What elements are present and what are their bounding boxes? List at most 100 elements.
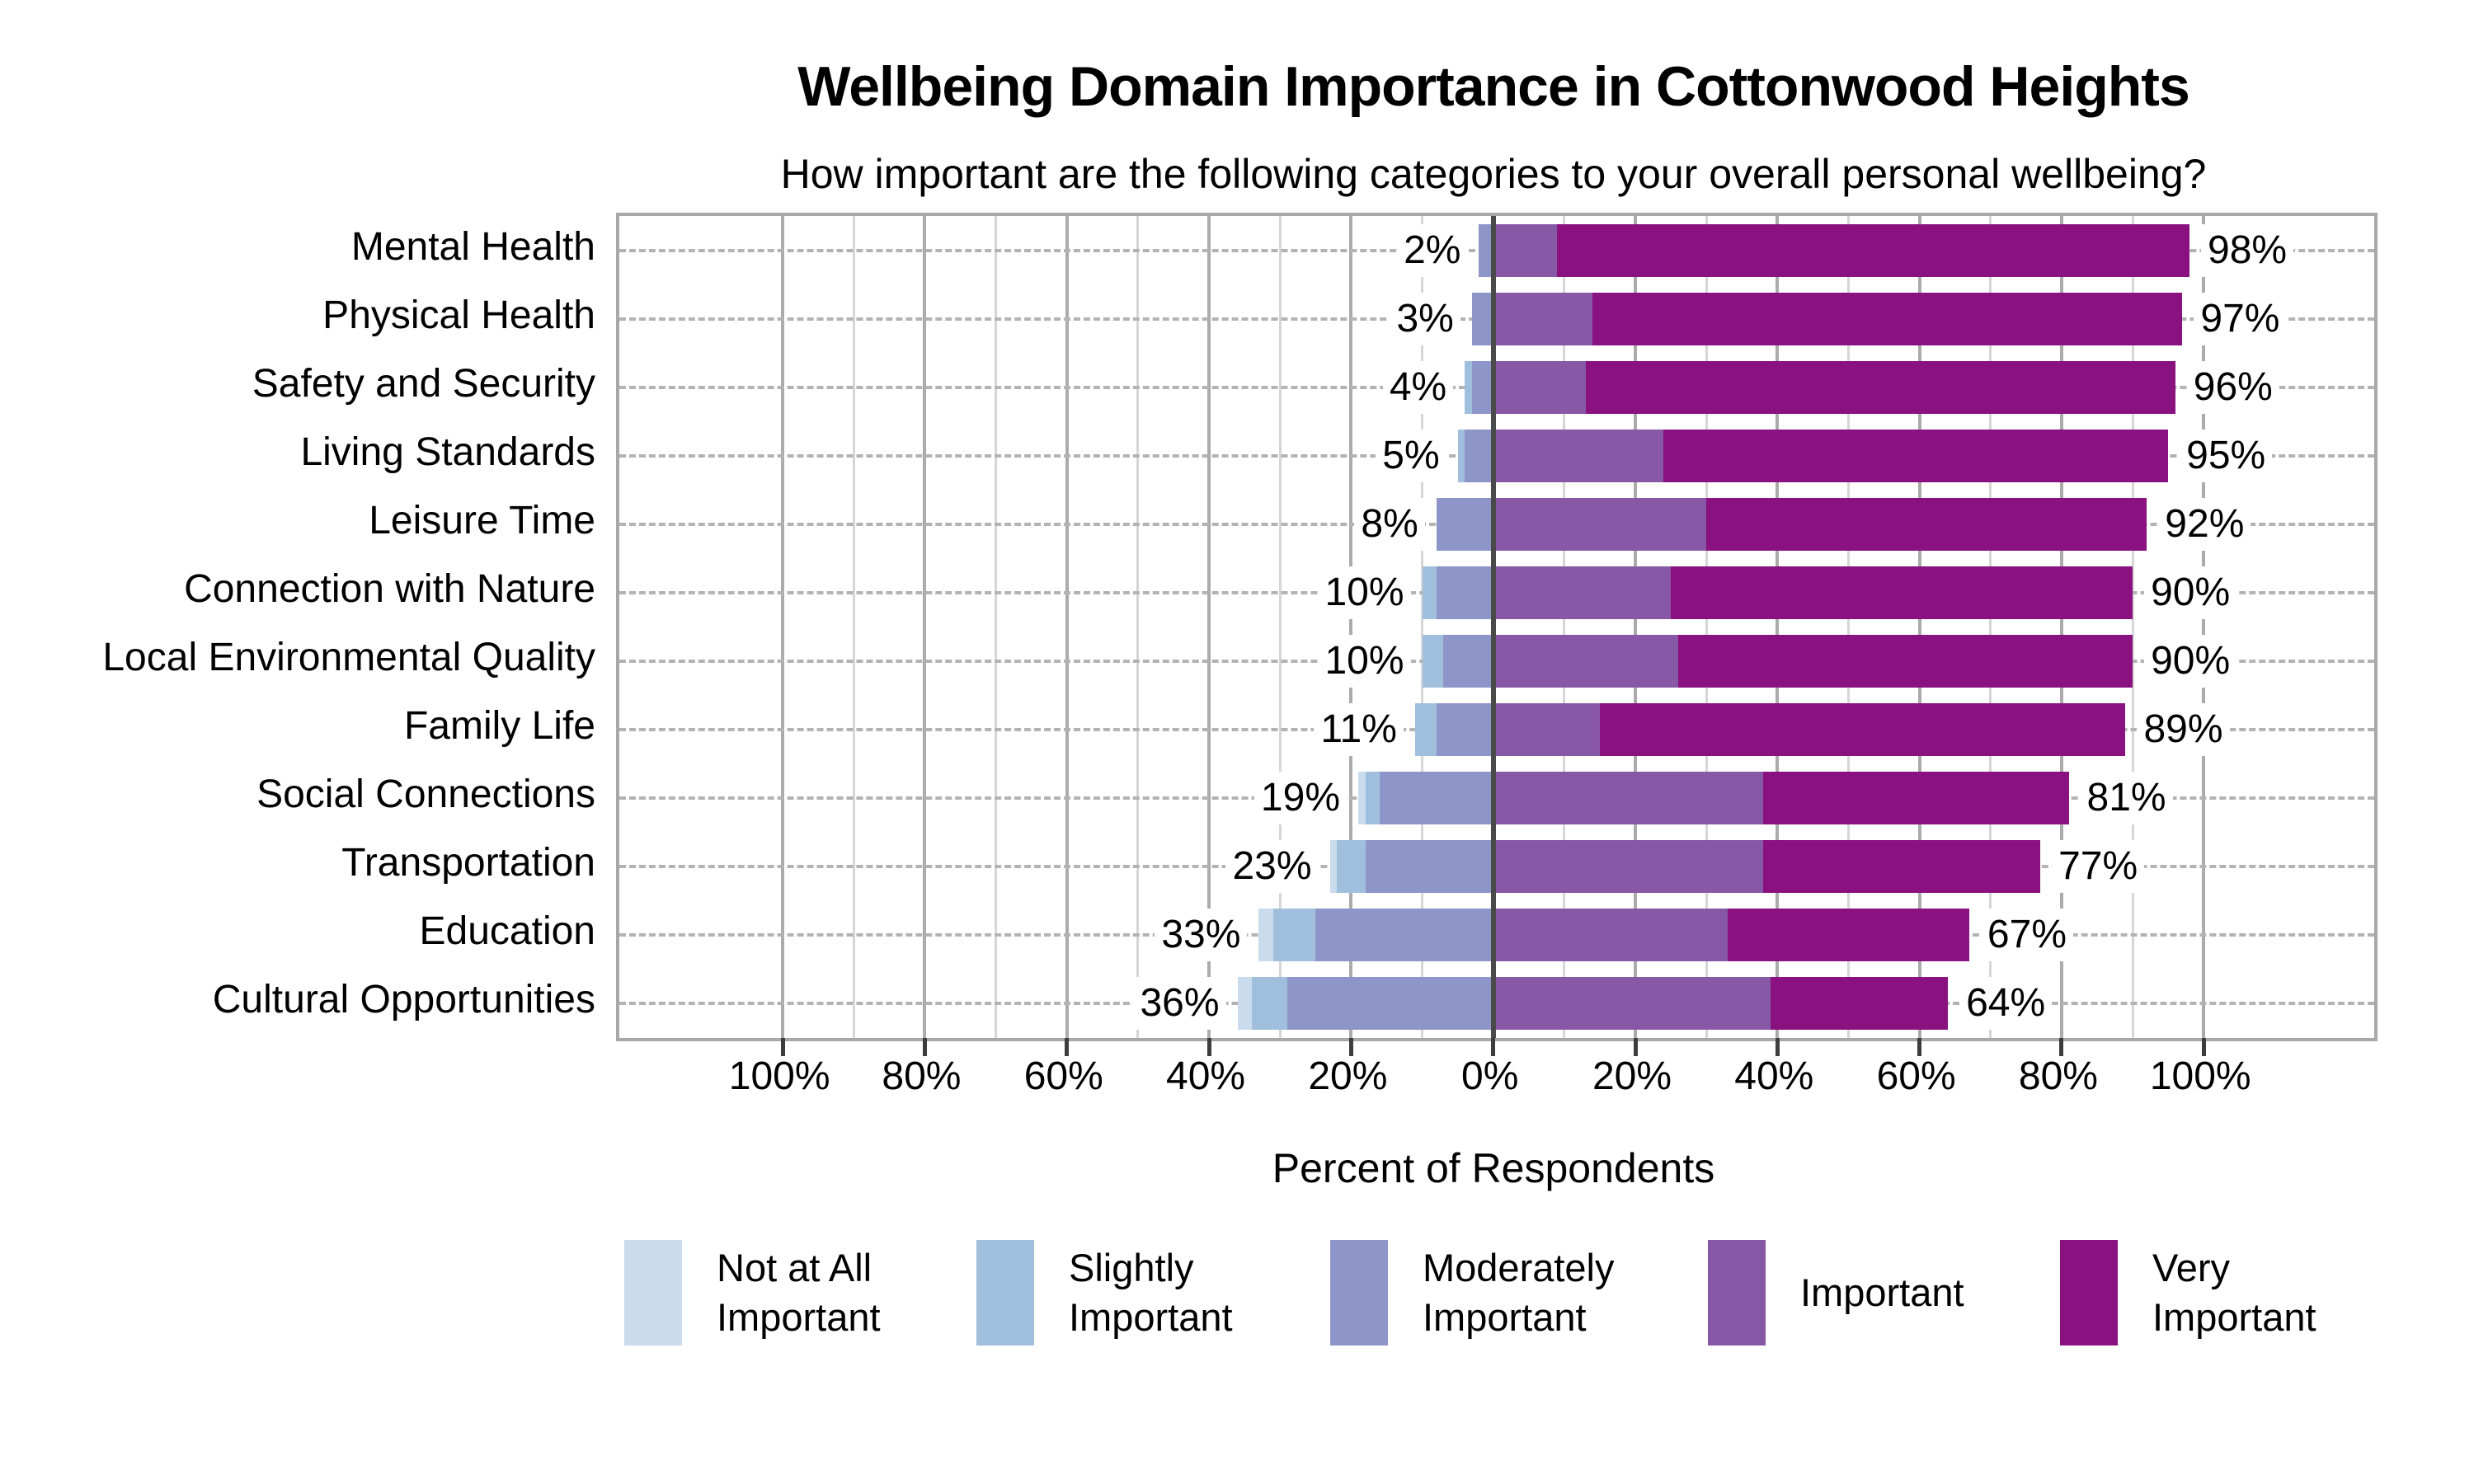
x-tick-mark [1206, 1038, 1211, 1056]
bar-segment-very-important [1671, 566, 2133, 619]
x-tick-label: 20% [1308, 1054, 1388, 1098]
negative-total-label: 8% [1354, 497, 1425, 551]
vertical-gridline [1065, 216, 1069, 1038]
legend-label: Not at All Important [717, 1246, 881, 1339]
bar-segment-slightly-important [1365, 772, 1380, 825]
x-tick-label: 100% [728, 1054, 830, 1098]
bar-segment-very-important [1592, 292, 2183, 345]
positive-total-label: 77% [2052, 840, 2145, 894]
x-tick-label: 60% [1876, 1054, 1956, 1098]
bar-segment-important [1493, 360, 1586, 414]
x-tick-mark [1775, 1038, 1780, 1056]
bar-segment-important [1493, 909, 1728, 962]
bar-segment-slightly-important [1251, 977, 1287, 1031]
legend-item: Important [1708, 1240, 2023, 1345]
vertical-gridline [781, 216, 785, 1038]
bar-segment-moderately-important [1436, 497, 1493, 551]
category-label: Mental Health [350, 224, 595, 269]
legend-swatch [624, 1240, 682, 1345]
bar-segment-slightly-important [1457, 429, 1465, 482]
bar-segment-important [1493, 703, 1600, 757]
vertical-gridline [1846, 216, 1850, 1038]
bar-segment-slightly-important [1414, 703, 1437, 757]
bar-segment-not-at-all-important [1329, 840, 1338, 894]
positive-total-label: 96% [2186, 360, 2279, 414]
legend-item: Moderately Important [1330, 1240, 1645, 1345]
positive-total-label: 97% [2194, 292, 2287, 345]
category-label: Connection with Nature [184, 566, 595, 611]
vertical-gridline [1776, 216, 1780, 1038]
bar-segment-not-at-all-important [1358, 772, 1366, 825]
bar-segment-very-important [1557, 223, 2189, 277]
positive-total-label: 92% [2158, 497, 2251, 551]
category-label: Transportation [341, 841, 595, 885]
negative-total-label: 10% [1318, 566, 1411, 619]
category-label: Physical Health [322, 293, 595, 337]
legend-label: Very Important [2152, 1246, 2316, 1339]
negative-total-label: 11% [1314, 703, 1404, 757]
x-tick-label: 20% [1592, 1054, 1672, 1098]
bar-row [1422, 566, 2133, 619]
bar-segment-very-important [1727, 909, 1969, 962]
bar-segment-slightly-important [1272, 909, 1316, 962]
vertical-gridline [852, 216, 855, 1038]
bar-row [1422, 635, 2133, 688]
category-label: Education [419, 909, 596, 954]
bar-segment-slightly-important [1337, 840, 1366, 894]
bar-segment-important [1493, 429, 1664, 482]
bar-segment-moderately-important [1465, 429, 1493, 482]
negative-total-label: 23% [1225, 840, 1319, 894]
negative-total-label: 3% [1390, 292, 1460, 345]
x-tick-mark [1917, 1038, 1922, 1056]
legend-swatch [2060, 1240, 2118, 1345]
negative-total-label: 33% [1155, 909, 1248, 962]
positive-total-label: 81% [2080, 772, 2173, 825]
category-label: Leisure Time [369, 498, 595, 542]
x-tick-mark [1065, 1038, 1070, 1056]
x-tick-label: 0% [1461, 1054, 1519, 1098]
bar-row [1457, 429, 2169, 482]
bar-segment-very-important [1770, 977, 1949, 1031]
vertical-gridline [923, 216, 927, 1038]
chart-subtitle: How important are the following categori… [780, 151, 2207, 197]
bar-segment-important [1493, 566, 1672, 619]
bar-segment-important [1493, 497, 1707, 551]
vertical-gridline [2059, 216, 2063, 1038]
plot-area: 2% 98% 3% 97% 4% 96% 5% 95% 8% 92% 10% 90% 10% 90% 11%… [616, 213, 2378, 1056]
legend-label: Moderately Important [1423, 1246, 1615, 1339]
bar-segment-important [1493, 977, 1771, 1031]
chart-title: Wellbeing Domain Importance in Cottonwoo… [797, 55, 2190, 118]
bar-segment-moderately-important [1379, 772, 1493, 825]
x-tick-mark [1633, 1038, 1638, 1056]
zero-axis-line [1490, 216, 1496, 1038]
category-label: Living Standards [300, 430, 595, 474]
bar-segment-moderately-important [1436, 566, 1493, 619]
vertical-gridline [1989, 216, 1992, 1038]
bar-segment-moderately-important [1479, 223, 1493, 277]
positive-total-label: 95% [2180, 429, 2273, 482]
bar-segment-not-at-all-important [1258, 909, 1273, 962]
bar-segment-important [1493, 772, 1764, 825]
legend-label: Slightly Important [1069, 1246, 1233, 1339]
bar-row [1436, 497, 2147, 551]
vertical-gridline [1634, 216, 1637, 1038]
legend-item: Not at All Important [624, 1240, 939, 1345]
x-tick-label: 40% [1166, 1054, 1246, 1098]
negative-total-label: 36% [1133, 977, 1226, 1031]
legend-swatch [1330, 1240, 1388, 1345]
bar-segment-very-important [1585, 360, 2175, 414]
bar-segment-very-important [1763, 772, 2069, 825]
category-label: Family Life [403, 704, 595, 749]
legend-label: Important [1800, 1270, 1964, 1314]
bar-segment-very-important [1663, 429, 2169, 482]
bar-segment-moderately-important [1471, 360, 1493, 414]
category-label: Local Environmental Quality [102, 636, 595, 680]
x-tick-label: 80% [882, 1054, 962, 1098]
bar-segment-moderately-important [1471, 292, 1493, 345]
x-tick-mark [922, 1038, 927, 1056]
bar-segment-important [1493, 292, 1593, 345]
bar-segment-moderately-important [1443, 635, 1493, 688]
x-tick-mark [1491, 1038, 1496, 1056]
vertical-gridline [995, 216, 998, 1038]
